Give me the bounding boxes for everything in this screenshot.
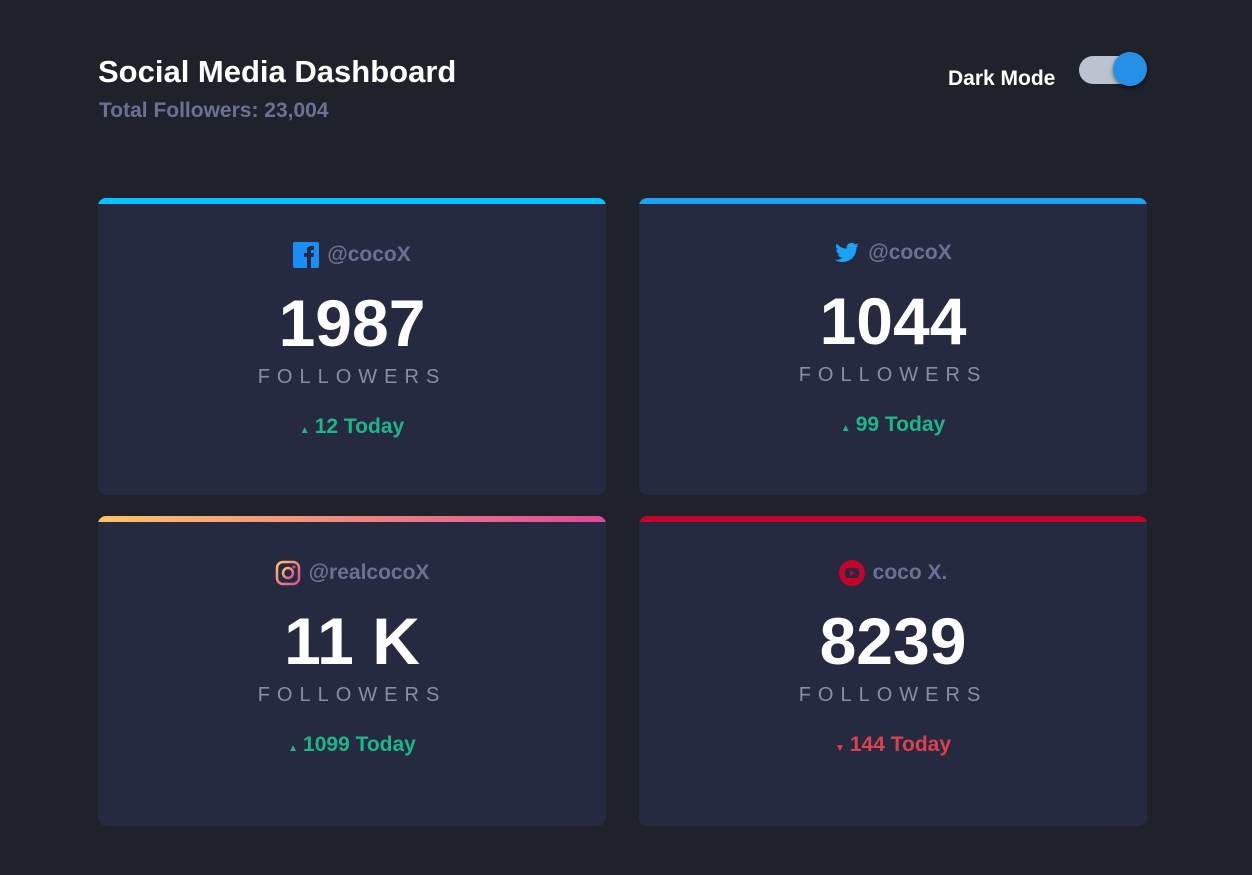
today-change: 144 Today xyxy=(849,733,952,756)
handle: @cocoX xyxy=(327,243,411,266)
card-accent-bar xyxy=(98,198,606,204)
dark-mode-label: Dark Mode xyxy=(948,67,1056,90)
handle: coco X. xyxy=(872,561,948,584)
card-facebook[interactable]: @cocoX 1987 FOLLOWERS ▲ 12 Today xyxy=(98,198,606,495)
followers-label: FOLLOWERS xyxy=(798,684,988,706)
dark-mode-toggle[interactable] xyxy=(1079,52,1147,86)
instagram-icon xyxy=(275,560,300,586)
today-change: 12 Today xyxy=(314,415,405,438)
card-twitter[interactable]: @cocoX 1044 FOLLOWERS ▲ 99 Today xyxy=(639,198,1147,495)
followers-label: FOLLOWERS xyxy=(257,684,447,706)
card-instagram[interactable]: @realcocoX 11 K FOLLOWERS ▲ 1099 Today xyxy=(98,516,606,826)
youtube-icon xyxy=(838,560,865,586)
arrow-down-icon: ▼ xyxy=(834,743,845,754)
page-title: Social Media Dashboard xyxy=(98,54,457,89)
arrow-up-icon: ▲ xyxy=(299,425,310,436)
arrow-up-icon: ▲ xyxy=(840,423,851,434)
follower-count: 8239 xyxy=(819,604,967,678)
facebook-icon xyxy=(293,242,320,268)
today-change: 1099 Today xyxy=(303,733,416,756)
follower-count: 1044 xyxy=(819,284,967,358)
card-youtube[interactable]: coco X. 8239 FOLLOWERS ▼ 144 Today xyxy=(639,516,1147,826)
follower-count: 11 K xyxy=(284,604,420,678)
handle: @cocoX xyxy=(868,241,952,264)
followers-label: FOLLOWERS xyxy=(257,366,447,388)
handle: @realcocoX xyxy=(308,561,430,584)
follower-count: 1987 xyxy=(278,286,426,360)
arrow-up-icon: ▲ xyxy=(288,743,299,754)
card-accent-bar xyxy=(639,516,1147,522)
today-change: 99 Today xyxy=(855,413,946,436)
card-accent-bar xyxy=(639,198,1147,204)
twitter-icon xyxy=(835,242,860,262)
total-followers: Total Followers: 23,004 xyxy=(99,99,329,122)
toggle-knob xyxy=(1113,52,1147,86)
card-accent-bar xyxy=(98,516,606,522)
followers-label: FOLLOWERS xyxy=(798,364,988,386)
